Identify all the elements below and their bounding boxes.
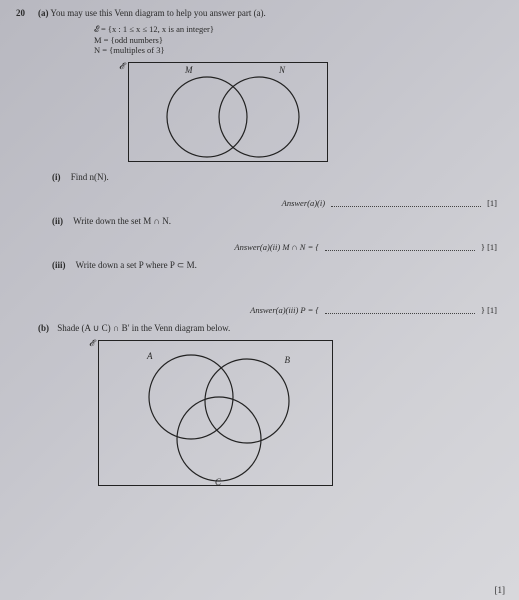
venn-three-diagram: 𝓔 A B C bbox=[98, 340, 333, 486]
answer-iii-marks: [1] bbox=[487, 305, 497, 315]
question-number: 20 bbox=[16, 8, 25, 18]
venn-two-universal-label: 𝓔 bbox=[119, 61, 124, 72]
subpart-ii: (ii) Write down the set M ∩ N. bbox=[52, 216, 505, 226]
part-b-text: Shade (A ∪ C) ∩ B′ in the Venn diagram b… bbox=[57, 323, 230, 333]
answer-ii-blank[interactable] bbox=[325, 243, 475, 251]
subpart-i: (i) Find n(N). bbox=[52, 172, 505, 182]
answer-i-blank[interactable] bbox=[331, 199, 481, 207]
answer-iii-label: Answer(a)(iii) P = { bbox=[250, 305, 319, 315]
subpart-i-text: Find n(N). bbox=[71, 172, 109, 182]
answer-ii-suffix: } bbox=[481, 242, 485, 252]
venn-two-diagram: 𝓔 M N bbox=[128, 62, 328, 162]
venn-two-container: 𝓔 M N bbox=[38, 62, 505, 162]
venn-three-container: 𝓔 A B C bbox=[98, 340, 505, 486]
subpart-iii-roman: (iii) bbox=[52, 260, 66, 270]
subpart-ii-text: Write down the set M ∩ N. bbox=[73, 216, 171, 226]
venn-two-N-label: N bbox=[279, 65, 285, 75]
answer-i-label: Answer(a)(i) bbox=[282, 198, 325, 208]
venn-two-svg bbox=[129, 63, 329, 163]
def-N: N = {multiples of 3} bbox=[94, 45, 505, 56]
answer-ii-marks: [1] bbox=[487, 242, 497, 252]
answer-line-iii: Answer(a)(iii) P = { } [1] bbox=[38, 305, 505, 315]
part-a-intro-text: You may use this Venn diagram to help yo… bbox=[50, 8, 265, 18]
venn-three-universal-label: 𝓔 bbox=[89, 338, 94, 349]
def-M: M = {odd numbers} bbox=[94, 35, 505, 46]
part-b: (b) Shade (A ∪ C) ∩ B′ in the Venn diagr… bbox=[38, 323, 505, 334]
part-a-intro: (a) You may use this Venn diagram to hel… bbox=[38, 8, 505, 18]
venn-three-A-label: A bbox=[147, 351, 153, 361]
answer-ii-label: Answer(a)(ii) M ∩ N = { bbox=[234, 242, 318, 252]
venn-three-svg bbox=[99, 341, 334, 487]
answer-line-i: Answer(a)(i) [1] bbox=[38, 198, 505, 208]
part-b-marks: [1] bbox=[495, 585, 506, 595]
subpart-i-roman: (i) bbox=[52, 172, 61, 182]
set-definitions: 𝓔 = {x : 1 ≤ x ≤ 12, x is an integer} M … bbox=[94, 24, 505, 56]
answer-line-ii: Answer(a)(ii) M ∩ N = { } [1] bbox=[38, 242, 505, 252]
subpart-iii-text: Write down a set P where P ⊂ M. bbox=[76, 260, 197, 270]
answer-iii-blank[interactable] bbox=[325, 306, 475, 314]
answer-iii-suffix: } bbox=[481, 305, 485, 315]
venn-two-M-label: M bbox=[185, 65, 193, 75]
answer-i-marks: [1] bbox=[487, 198, 497, 208]
def-universal: 𝓔 = {x : 1 ≤ x ≤ 12, x is an integer} bbox=[94, 24, 505, 35]
venn-three-C-label: C bbox=[215, 477, 221, 487]
subpart-iii: (iii) Write down a set P where P ⊂ M. bbox=[52, 260, 505, 271]
exam-page: 20 (a) You may use this Venn diagram to … bbox=[0, 0, 519, 494]
subpart-ii-roman: (ii) bbox=[52, 216, 63, 226]
venn-three-B-label: B bbox=[285, 355, 291, 365]
part-b-label: (b) bbox=[38, 323, 49, 333]
part-a-label: (a) bbox=[38, 8, 49, 18]
